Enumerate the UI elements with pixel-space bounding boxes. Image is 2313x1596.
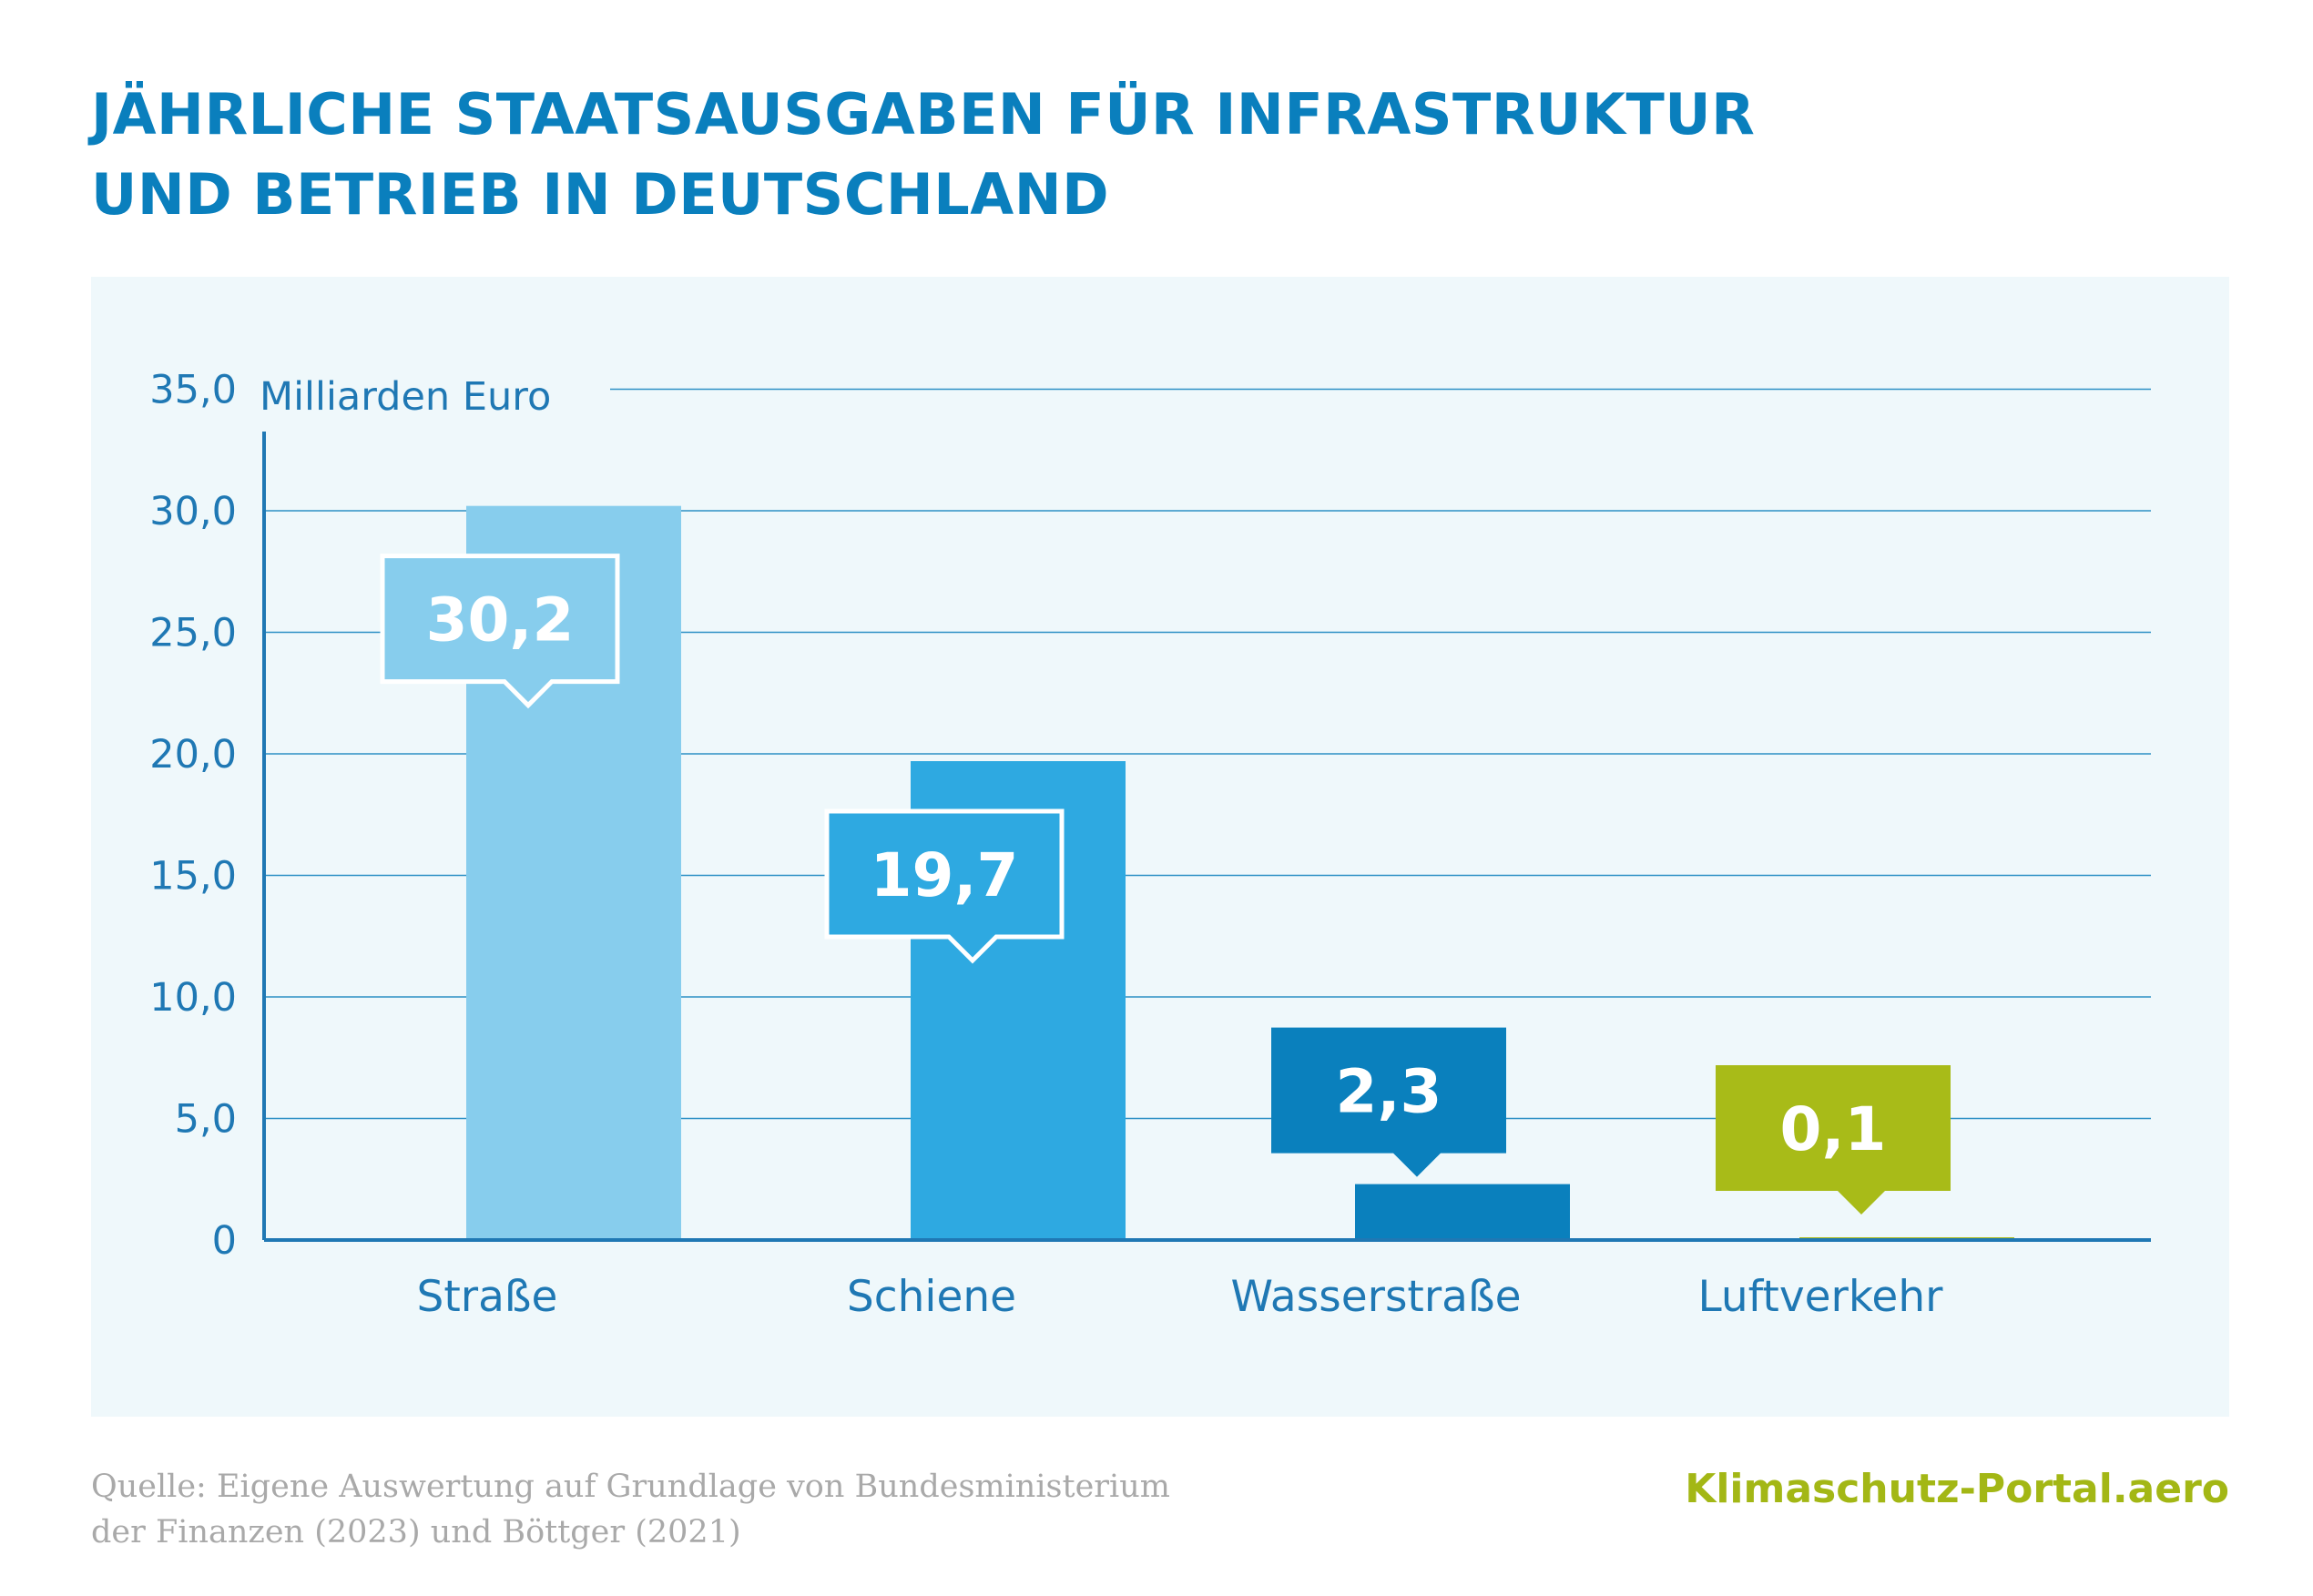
data-label: 0,1 [1780, 1094, 1887, 1164]
data-label: 19,7 [871, 840, 1019, 910]
data-label: 2,3 [1336, 1057, 1442, 1127]
source-line-1: Quelle: Eigene Auswertung auf Grundlage … [91, 1469, 1170, 1505]
x-tick-label: Wasserstraße [1230, 1272, 1521, 1322]
x-tick-label: Schiene [847, 1272, 1016, 1322]
y-tick-label: 10,0 [149, 975, 237, 1021]
y-tick-label: 20,0 [149, 732, 237, 778]
y-tick-label: 35,0 [149, 368, 237, 413]
x-tick-label: Straße [417, 1272, 558, 1322]
data-label: 30,2 [426, 585, 575, 656]
chart-title: JÄHRLICHE STAATSAUSGABEN FÜR INFRASTRUKT… [91, 75, 1755, 235]
chart-panel: Milliarden Euro 0 5,0 10,0 15,0 20,0 25,0 30,0… [91, 277, 2229, 1417]
bar-chart: Milliarden Euro 0 5,0 10,0 15,0 20,0 25,0 30,0… [149, 368, 2151, 1322]
bar [1355, 1184, 1570, 1240]
source-note: Quelle: Eigene Auswertung auf Grundlage … [91, 1464, 1170, 1555]
chart-title-line-1: JÄHRLICHE STAATSAUSGABEN FÜR INFRASTRUKT… [91, 81, 1756, 147]
y-tick-label: 5,0 [175, 1097, 237, 1143]
value-callout [380, 554, 620, 709]
x-tick-label: Luftverkehr [1698, 1272, 1944, 1322]
chart-title-line-2: UND BETRIEB IN DEUTSCHLAND [91, 161, 1110, 228]
value-callout [824, 808, 1065, 964]
value-callout [1716, 1065, 1951, 1215]
value-callout [1271, 1027, 1506, 1177]
y-tick-label: 30,0 [149, 489, 237, 534]
y-tick-label: 15,0 [149, 854, 237, 900]
y-tick-label: 25,0 [149, 611, 237, 656]
y-tick-label: 0 [212, 1218, 237, 1264]
source-line-2: der Finanzen (2023) und Böttger (2021) [91, 1514, 741, 1550]
y-axis-unit-label: Milliarden Euro [260, 374, 551, 420]
brand-logo-text: Klimaschutz-Portal.aero [1685, 1466, 2229, 1512]
